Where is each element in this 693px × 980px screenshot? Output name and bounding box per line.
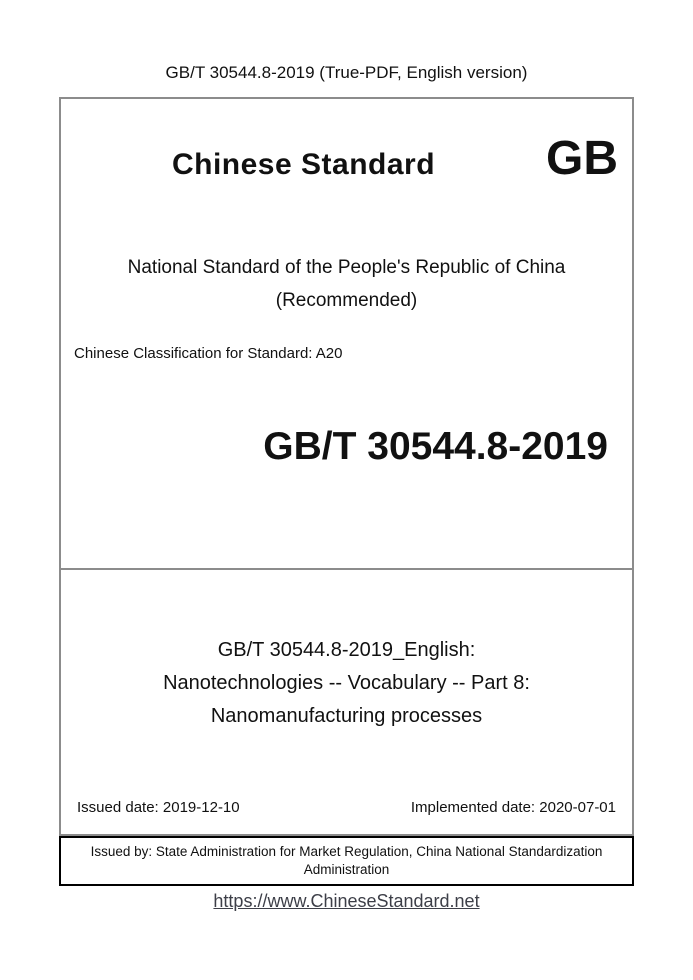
chinesestandard-link[interactable]: https://www.ChineseStandard.net	[213, 891, 480, 911]
document-title: GB/T 30544.8-2019_English: Nanotechnolog…	[61, 634, 632, 733]
footer-link-container: https://www.ChineseStandard.net	[0, 891, 693, 912]
standard-code: GB/T 30544.8-2019	[263, 425, 608, 468]
national-standard-block: National Standard of the People's Republ…	[61, 251, 632, 317]
cover-title-box: GB/T 30544.8-2019_English: Nanotechnolog…	[59, 570, 634, 836]
brand-title: Chinese Standard	[171, 148, 436, 181]
document-title-line1: GB/T 30544.8-2019_English:	[217, 639, 476, 661]
cover-main-box: Chinese Standard GB National Standard of…	[59, 97, 634, 570]
issuer-box: Issued by: State Administration for Mark…	[59, 836, 634, 886]
document-header-title: GB/T 30544.8-2019 (True-PDF, English ver…	[165, 63, 528, 82]
classification-line: Chinese Classification for Standard: A20	[74, 345, 343, 362]
implemented-date: Implemented date: 2020-07-01	[410, 799, 616, 816]
document-title-line3: Nanomanufacturing processes	[210, 705, 483, 727]
issuer-text: Issued by: State Administration for Mark…	[91, 843, 603, 879]
issuer-line1: Issued by: State Administration for Mark…	[90, 844, 603, 859]
gb-logo: GB	[546, 132, 618, 185]
brand-row: Chinese Standard GB	[61, 135, 632, 183]
document-title-line2: Nanotechnologies -- Vocabulary -- Part 8…	[163, 672, 530, 694]
issuer-line2: Administration	[303, 862, 390, 877]
national-standard-line: National Standard of the People's Republ…	[127, 257, 566, 278]
issued-date: Issued date: 2019-12-10	[77, 799, 240, 816]
dates-row: Issued date: 2019-12-10 Implemented date…	[77, 799, 616, 816]
recommended-line: (Recommended)	[275, 290, 418, 311]
